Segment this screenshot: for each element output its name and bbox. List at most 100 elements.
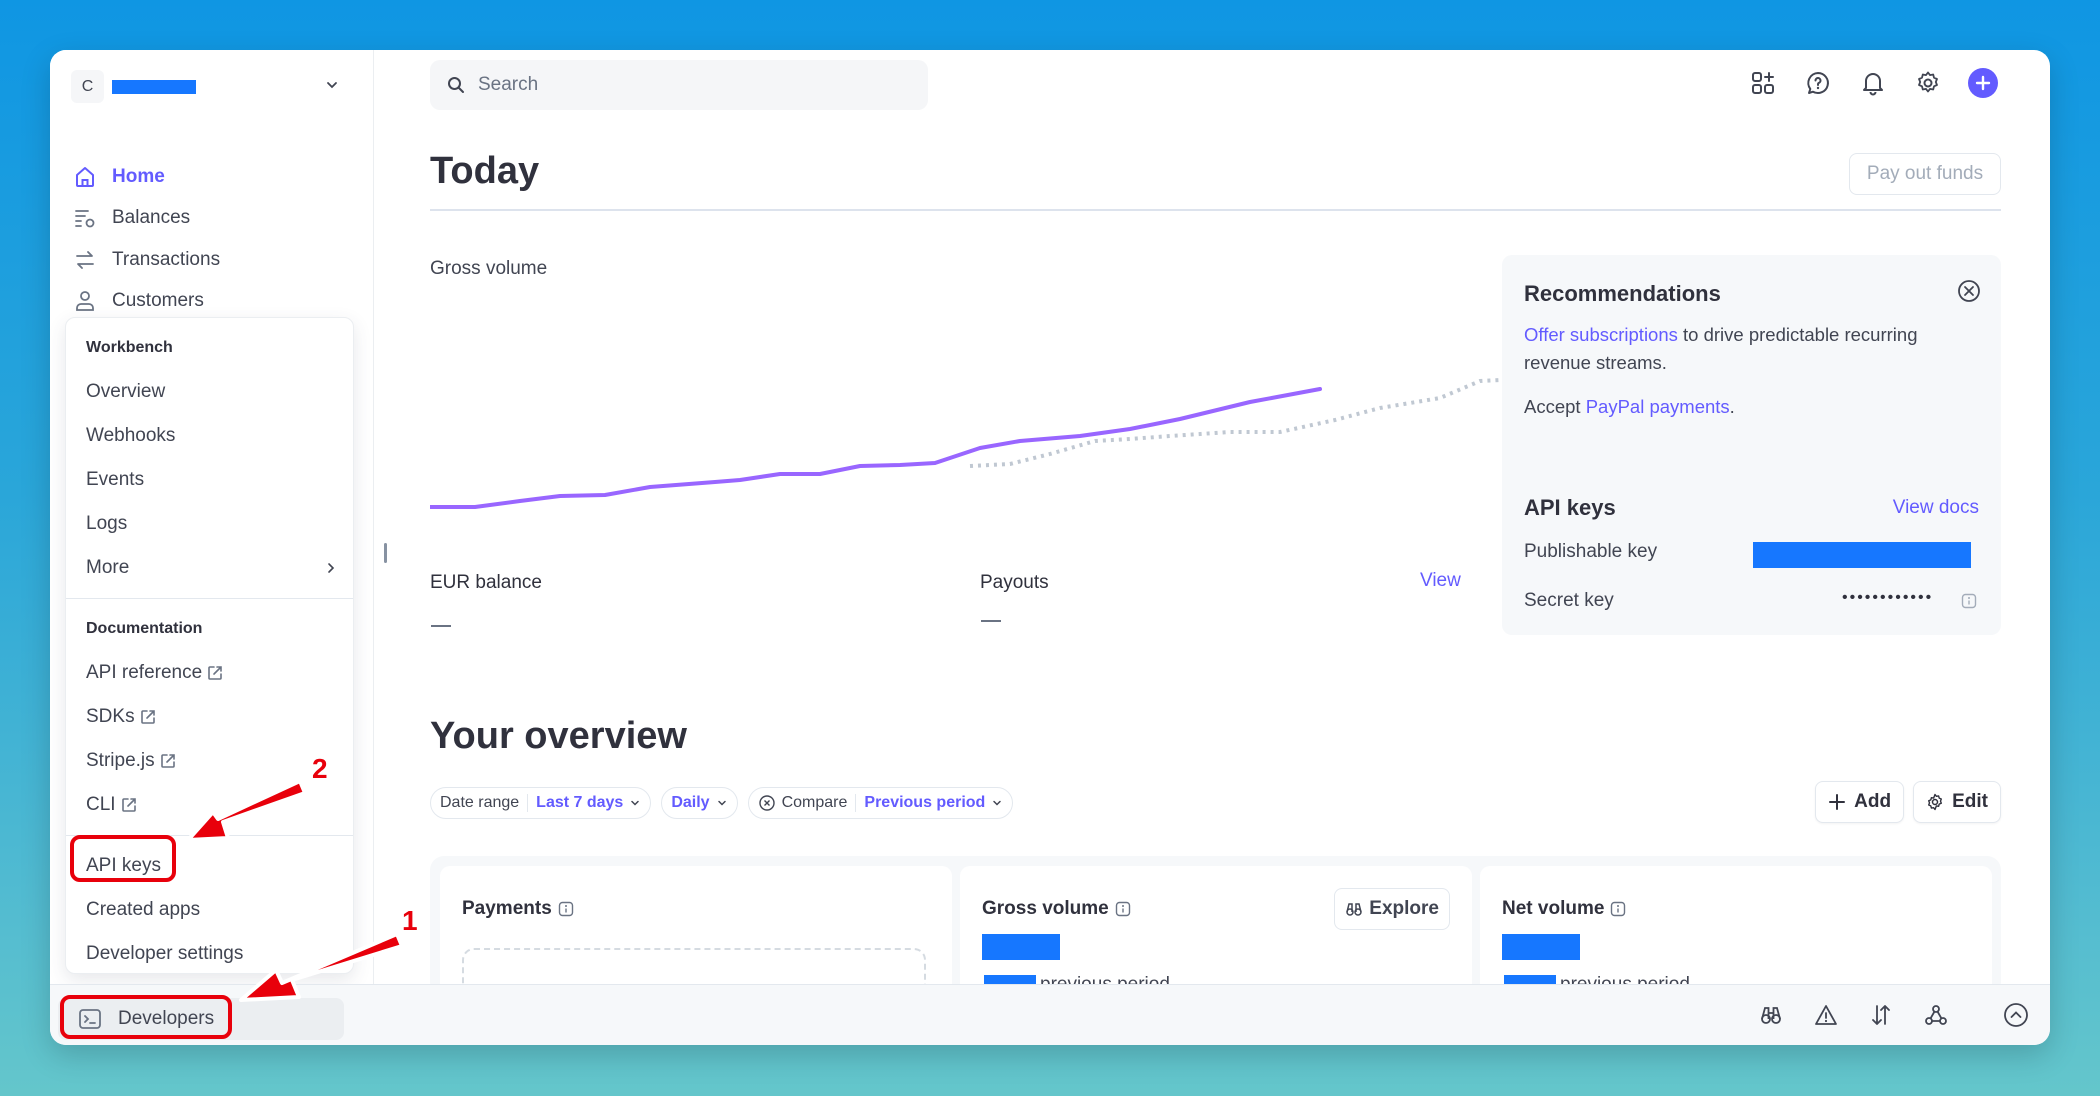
search-placeholder: Search [478, 74, 539, 95]
add-button[interactable]: Add [1815, 781, 1905, 823]
pill-divider [855, 794, 857, 812]
card-title: Payments [462, 898, 574, 920]
menu-item-developer-settings[interactable]: Developer settings [66, 932, 353, 976]
sidebar-item-label: Balances [112, 207, 191, 229]
plus-icon [1829, 794, 1846, 810]
menu-item-sdks[interactable]: SDKs [66, 695, 353, 739]
info-icon[interactable] [1961, 593, 1977, 609]
menu-item-overview[interactable]: Overview [66, 370, 353, 414]
sidebar-resize-handle[interactable] [384, 543, 387, 563]
view-docs-link[interactable]: View docs [1892, 497, 1979, 518]
annotation-highlight-api-keys [70, 835, 176, 882]
menu-item-label: Developer settings [86, 943, 244, 964]
filter-value: Last 7 days [536, 794, 624, 811]
menu-item-label: Logs [86, 513, 128, 534]
sort-icon[interactable] [1867, 1001, 1895, 1029]
account-switcher[interactable]: C [71, 70, 351, 103]
apps-icon[interactable] [1748, 68, 1778, 98]
dashboard-window: C Home Balances Transactions [50, 50, 2050, 1045]
account-avatar: C [71, 70, 104, 103]
api-keys-title: API keys [1524, 495, 1616, 520]
menu-item-stripe-js[interactable]: Stripe.js [66, 739, 353, 783]
card-title: Net volume [1502, 898, 1626, 920]
gross-volume-chart[interactable] [430, 330, 1500, 560]
create-button[interactable] [1968, 68, 1998, 98]
settings-icon[interactable] [1913, 68, 1943, 98]
gross-volume-value-redacted [982, 934, 1060, 960]
gross-volume-label: Gross volume [430, 258, 548, 279]
search-input[interactable]: Search [430, 60, 928, 110]
sidebar-item-customers[interactable]: Customers [72, 281, 220, 323]
menu-item-logs[interactable]: Logs [66, 502, 353, 546]
date-range-filter[interactable]: Date range Last 7 days [430, 787, 652, 819]
notifications-icon[interactable] [1858, 68, 1888, 98]
warning-icon[interactable] [1812, 1001, 1840, 1029]
payments-card[interactable]: Payments [440, 866, 952, 1028]
paypal-payments-link[interactable]: PayPal payments [1585, 396, 1730, 417]
webhooks-icon[interactable] [1922, 1001, 1950, 1029]
edit-button[interactable]: Edit [1913, 781, 2001, 823]
recommendation-text: . [1729, 396, 1735, 417]
menu-item-more[interactable]: More [66, 546, 353, 590]
view-payouts-link[interactable]: View [1420, 570, 1461, 591]
filter-value: Previous period [864, 794, 986, 811]
current-period-line [430, 387, 1322, 509]
menu-item-cli[interactable]: CLI [66, 783, 353, 827]
secret-key-value[interactable]: •••••••••••• [1842, 589, 1934, 606]
eur-balance-value [431, 625, 451, 627]
sidebar-nav: Home Balances Transactions Customers [72, 156, 220, 322]
sidebar-item-home[interactable]: Home [72, 156, 220, 198]
info-icon[interactable] [558, 901, 574, 917]
expand-icon[interactable] [2002, 1001, 2030, 1029]
external-link-icon [121, 798, 136, 812]
workbench-heading: Workbench [86, 339, 173, 356]
compare-filter[interactable]: Compare Previous period [747, 787, 1014, 819]
menu-item-api-keys[interactable]: API keys [66, 844, 353, 888]
chevron-down-icon [993, 800, 1002, 806]
help-icon[interactable] [1803, 68, 1833, 98]
offer-subscriptions-link[interactable]: Offer subscriptions [1524, 324, 1678, 345]
close-icon[interactable] [1957, 279, 1981, 303]
search-icon [448, 77, 464, 93]
developers-label: Developers [118, 1008, 215, 1029]
explore-button[interactable]: Explore [1334, 888, 1450, 930]
recommendation-text: to drive predictable recurring revenue s… [1524, 324, 1918, 373]
chevron-right-icon [328, 563, 335, 573]
menu-item-label: Stripe.js [86, 750, 155, 771]
developers-button[interactable]: Developers [58, 998, 344, 1040]
gross-volume-card[interactable]: Gross volume Explore previous period [960, 866, 1472, 1006]
overview-cards: Payments Gross volume Explore previous p… [430, 856, 2001, 1028]
menu-item-label: More [86, 557, 130, 578]
interval-filter[interactable]: Daily [661, 787, 738, 819]
publishable-key-redacted[interactable] [1753, 542, 1971, 568]
card-title-text: Net volume [1502, 898, 1605, 919]
overview-actions: Add Edit [1806, 781, 2001, 823]
pay-out-funds-button[interactable]: Pay out funds [1849, 153, 2001, 195]
menu-item-label: CLI [86, 794, 116, 815]
account-name-redacted [112, 79, 196, 94]
menu-item-webhooks[interactable]: Webhooks [66, 414, 353, 458]
menu-item-label: Events [86, 469, 145, 490]
documentation-heading: Documentation [86, 620, 203, 637]
external-link-icon [140, 710, 155, 724]
button-label: Edit [1952, 791, 1988, 812]
page-title: Today [430, 150, 540, 192]
menu-item-events[interactable]: Events [66, 458, 353, 502]
balances-icon [72, 205, 98, 231]
sidebar-item-transactions[interactable]: Transactions [72, 239, 220, 281]
filter-value: Daily [671, 794, 710, 811]
clear-compare-icon[interactable] [758, 794, 776, 812]
menu-divider [66, 598, 353, 599]
info-icon[interactable] [1610, 901, 1626, 917]
menu-item-api-reference[interactable]: API reference [66, 651, 353, 695]
info-icon[interactable] [1115, 901, 1131, 917]
filter-label: Date range [440, 794, 520, 811]
previous-period-line [969, 378, 1500, 468]
sidebar-item-label: Transactions [112, 248, 221, 270]
explore-icon[interactable] [1757, 1001, 1785, 1029]
sidebar-item-label: Home [112, 165, 165, 187]
sidebar-item-balances[interactable]: Balances [72, 198, 220, 240]
menu-item-label: API keys [86, 855, 161, 876]
menu-item-created-apps[interactable]: Created apps [66, 888, 353, 932]
menu-item-label: SDKs [86, 706, 135, 727]
